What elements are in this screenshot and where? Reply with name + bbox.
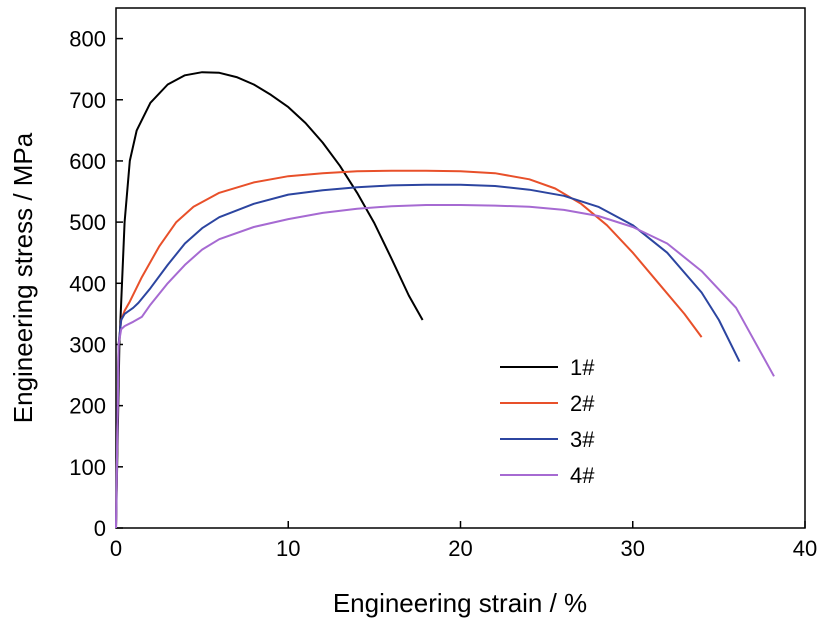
x-tick-label: 10: [276, 536, 300, 561]
x-tick-label: 30: [621, 536, 645, 561]
y-axis-title: Engineering stress / MPa: [8, 132, 38, 423]
y-tick-label: 200: [69, 394, 106, 419]
series-layer: [115, 71, 775, 529]
legend-label-4: 4#: [570, 463, 595, 488]
x-tick-label: 40: [793, 536, 817, 561]
y-tick-label: 500: [69, 210, 106, 235]
series-line-3: [115, 183, 741, 529]
series-line-1: [115, 71, 424, 529]
y-tick-label: 300: [69, 332, 106, 357]
x-axis-title: Engineering strain / %: [333, 588, 587, 618]
y-tick-label: 0: [94, 516, 106, 541]
legend-label-2: 2#: [570, 391, 595, 416]
legend: 1# 2# 3# 4#: [500, 355, 595, 488]
legend-label-3: 3#: [570, 427, 595, 452]
series-line-2: [115, 169, 703, 529]
y-tick-label: 800: [69, 27, 106, 52]
y-tick-label: 700: [69, 88, 106, 113]
plot-frame: [115, 7, 806, 529]
y-tick-label: 100: [69, 455, 106, 480]
x-tick-label: 0: [110, 536, 122, 561]
series-line-4: [115, 204, 775, 529]
y-tick-label: 600: [69, 149, 106, 174]
x-tick-label: 20: [448, 536, 472, 561]
legend-label-1: 1#: [570, 355, 595, 380]
y-tick-label: 400: [69, 271, 106, 296]
